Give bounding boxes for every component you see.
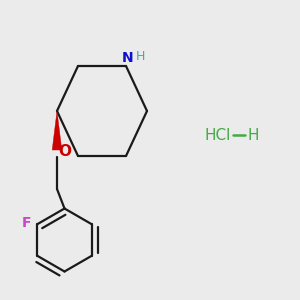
Polygon shape [52,111,62,150]
Text: H: H [248,128,259,142]
Text: HCl: HCl [204,128,230,142]
Text: H: H [136,50,145,63]
Text: N: N [122,52,133,65]
Text: F: F [22,216,32,230]
Text: O: O [58,144,71,159]
